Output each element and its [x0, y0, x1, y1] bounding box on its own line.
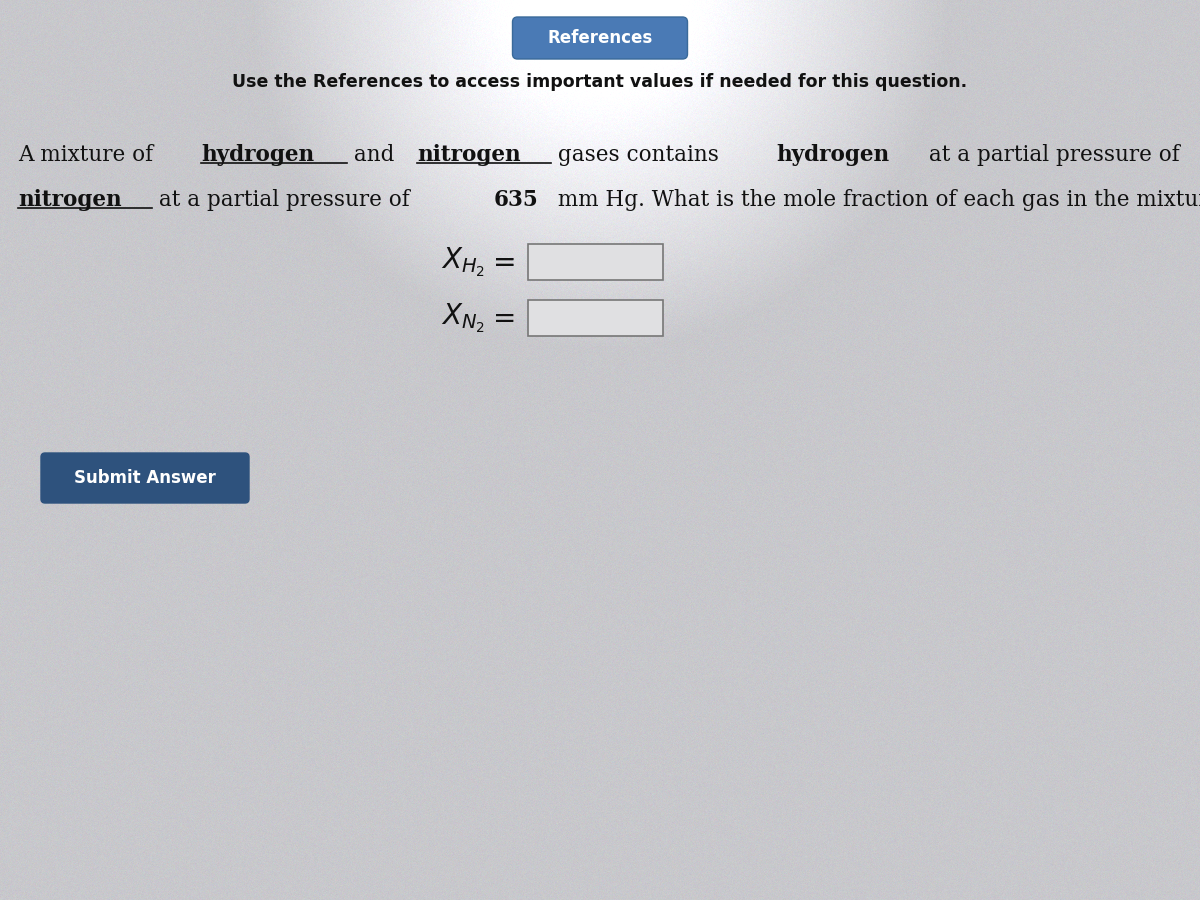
Text: hydrogen: hydrogen [776, 144, 889, 166]
Text: at a partial pressure of: at a partial pressure of [923, 144, 1187, 166]
Text: $=$: $=$ [487, 304, 515, 331]
Text: $=$: $=$ [487, 248, 515, 275]
Text: Use the References to access important values if needed for this question.: Use the References to access important v… [233, 73, 967, 91]
Text: $X_{N_2}$: $X_{N_2}$ [442, 302, 485, 335]
Text: nitrogen: nitrogen [418, 144, 521, 166]
Text: References: References [547, 29, 653, 47]
FancyBboxPatch shape [41, 453, 250, 503]
FancyBboxPatch shape [528, 244, 662, 280]
Text: $X_{H_2}$: $X_{H_2}$ [440, 246, 485, 279]
Text: A mixture of: A mixture of [18, 144, 160, 166]
Text: gases contains: gases contains [551, 144, 726, 166]
Text: hydrogen: hydrogen [202, 144, 314, 166]
Text: mm Hg. What is the mole fraction of each gas in the mixture?: mm Hg. What is the mole fraction of each… [551, 189, 1200, 211]
FancyBboxPatch shape [512, 17, 688, 59]
Text: at a partial pressure of: at a partial pressure of [151, 189, 416, 211]
Text: $=$: $=$ [487, 248, 515, 275]
Text: 635: 635 [493, 189, 538, 211]
Text: and: and [347, 144, 402, 166]
Text: Submit Answer: Submit Answer [74, 469, 216, 487]
Text: nitrogen: nitrogen [18, 189, 121, 211]
FancyBboxPatch shape [528, 300, 662, 336]
